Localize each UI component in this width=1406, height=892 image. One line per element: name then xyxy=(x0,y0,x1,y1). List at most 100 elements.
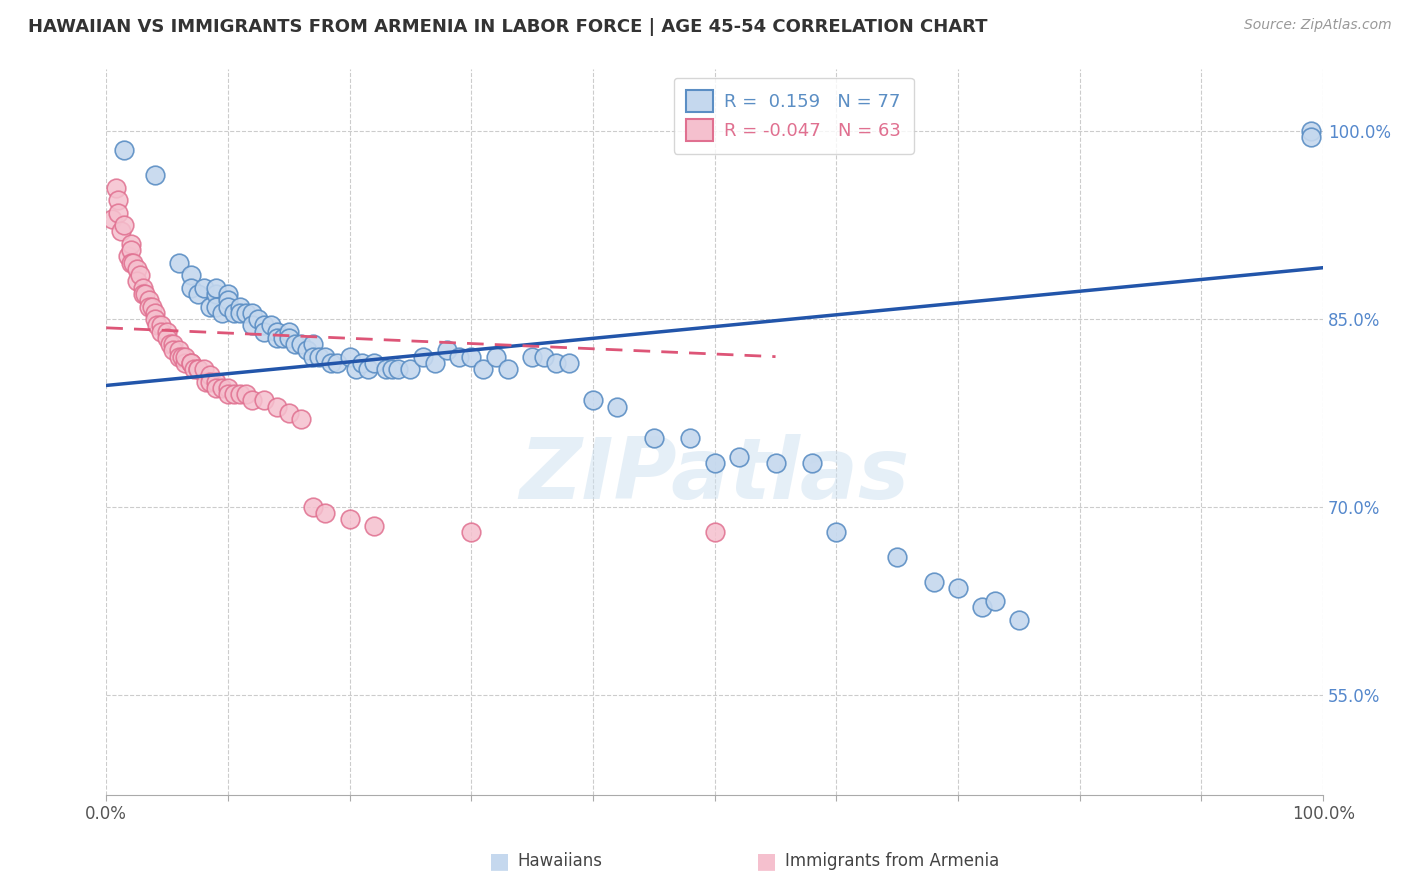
Point xyxy=(217,387,239,401)
Point xyxy=(198,368,221,383)
Point xyxy=(235,387,257,401)
Point xyxy=(253,393,276,408)
Point xyxy=(229,300,252,314)
Point xyxy=(117,249,139,263)
Point xyxy=(186,287,208,301)
Point xyxy=(174,356,197,370)
Point xyxy=(195,375,218,389)
Point xyxy=(159,337,181,351)
Point xyxy=(167,350,190,364)
Point xyxy=(229,387,252,401)
Point xyxy=(180,356,202,370)
Point xyxy=(186,362,208,376)
Point xyxy=(132,281,155,295)
Point xyxy=(350,356,373,370)
Point xyxy=(143,168,166,182)
Point xyxy=(363,356,385,370)
Point xyxy=(222,387,245,401)
Point xyxy=(229,306,252,320)
Point xyxy=(183,362,205,376)
Point xyxy=(120,243,142,257)
Point xyxy=(217,293,239,308)
Point xyxy=(703,524,725,539)
Point xyxy=(217,381,239,395)
Point xyxy=(247,312,270,326)
Point xyxy=(222,306,245,320)
Point xyxy=(765,456,787,470)
Point xyxy=(143,312,166,326)
Point xyxy=(277,331,299,345)
Point xyxy=(125,275,148,289)
Point xyxy=(643,431,665,445)
Point xyxy=(129,268,152,283)
Point xyxy=(728,450,751,464)
Text: HAWAIIAN VS IMMIGRANTS FROM ARMENIA IN LABOR FORCE | AGE 45-54 CORRELATION CHART: HAWAIIAN VS IMMIGRANTS FROM ARMENIA IN L… xyxy=(28,18,987,36)
Point xyxy=(120,255,142,269)
Point xyxy=(801,456,824,470)
Text: ■: ■ xyxy=(756,851,776,871)
Point xyxy=(114,218,136,232)
Point xyxy=(132,287,155,301)
Point xyxy=(496,362,519,376)
Point xyxy=(557,356,579,370)
Point xyxy=(472,362,495,376)
Point xyxy=(284,337,307,351)
Point xyxy=(146,318,169,333)
Point xyxy=(101,211,124,226)
Point xyxy=(253,318,276,333)
Point xyxy=(167,255,190,269)
Point xyxy=(150,318,173,333)
Point xyxy=(150,325,173,339)
Point xyxy=(266,331,288,345)
Point xyxy=(253,325,276,339)
Point xyxy=(1299,124,1322,138)
Point xyxy=(211,306,233,320)
Point xyxy=(886,550,908,565)
Point xyxy=(399,362,422,376)
Point xyxy=(110,224,132,238)
Point xyxy=(204,381,226,395)
Point xyxy=(339,350,361,364)
Point xyxy=(290,337,312,351)
Point xyxy=(120,236,142,251)
Point xyxy=(946,582,969,596)
Point xyxy=(302,350,325,364)
Point xyxy=(174,350,197,364)
Point xyxy=(193,362,215,376)
Point xyxy=(204,287,226,301)
Point xyxy=(156,325,179,339)
Point xyxy=(314,506,336,520)
Point xyxy=(339,512,361,526)
Point xyxy=(162,343,184,358)
Point xyxy=(198,375,221,389)
Point xyxy=(266,325,288,339)
Point xyxy=(186,362,208,376)
Point xyxy=(546,356,568,370)
Point xyxy=(217,300,239,314)
Point xyxy=(125,262,148,277)
Text: Hawaiians: Hawaiians xyxy=(517,852,602,870)
Point xyxy=(204,281,226,295)
Point xyxy=(308,350,330,364)
Point xyxy=(460,524,482,539)
Point xyxy=(972,600,994,615)
Point xyxy=(381,362,404,376)
Point xyxy=(375,362,398,376)
Point xyxy=(436,343,458,358)
Point xyxy=(170,350,193,364)
Point xyxy=(180,281,202,295)
Point xyxy=(180,268,202,283)
Point xyxy=(156,331,179,345)
Point xyxy=(198,300,221,314)
Point xyxy=(533,350,555,364)
Text: ■: ■ xyxy=(489,851,509,871)
Point xyxy=(679,431,702,445)
Point xyxy=(363,518,385,533)
Point xyxy=(387,362,409,376)
Point xyxy=(240,306,263,320)
Point xyxy=(167,343,190,358)
Point xyxy=(983,594,1005,608)
Point xyxy=(138,293,160,308)
Point xyxy=(1008,613,1031,627)
Text: ZIPatlas: ZIPatlas xyxy=(520,434,910,516)
